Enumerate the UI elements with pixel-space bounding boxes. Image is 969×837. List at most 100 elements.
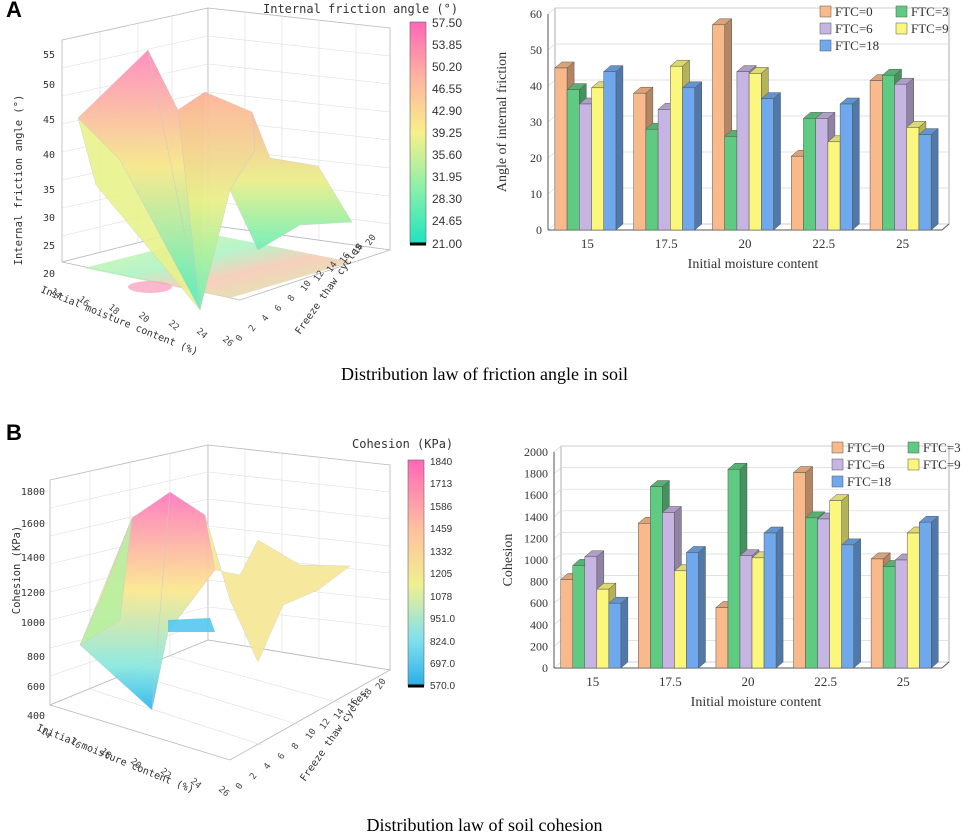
bar <box>763 532 777 669</box>
colorbar-b <box>407 459 425 687</box>
bar <box>715 607 729 669</box>
y-tick-label: 0 <box>542 661 548 675</box>
bar <box>918 521 932 669</box>
bar <box>727 469 741 669</box>
bar <box>829 500 842 669</box>
bar <box>751 557 765 669</box>
y-tick-label: 20 <box>530 151 542 165</box>
bar-chart-b: 0 200 400 600 800 1000 1200 1400 1600 1800 2000 15 1… <box>501 440 961 710</box>
legend-swatch <box>819 5 832 18</box>
x-tick-label: 20 <box>739 236 752 251</box>
z-tick-b: 1800 <box>21 487 45 498</box>
legend-label: FTC=0 <box>847 440 885 455</box>
colorbar-tick-b: 951.0 <box>430 614 455 625</box>
bar <box>566 89 580 231</box>
caption-b: Distribution law of soil cohesion <box>366 815 603 835</box>
colorbar-tick-a: 21.00 <box>432 237 462 251</box>
legend-label: FTC=9 <box>911 21 949 36</box>
y-tick-label: 600 <box>530 596 548 610</box>
colorbar-tick-a: 28.30 <box>432 192 462 206</box>
bar <box>579 103 592 231</box>
z-tick-b: 800 <box>27 652 45 663</box>
bar <box>805 517 818 669</box>
gridline-depth <box>553 596 562 604</box>
y-tick-a: 10 <box>299 279 313 294</box>
z-tick-b: 1400 <box>21 553 45 564</box>
legend-label: FTC=6 <box>847 457 885 472</box>
colorbar-tick-b: 1332 <box>430 547 453 558</box>
floor-hotspot-a <box>128 281 172 293</box>
y-tick-label: 40 <box>530 79 542 93</box>
surface-plot-b: 400 600 800 1000 1200 1400 1600 1800 Coh… <box>11 437 455 799</box>
gridline-depth <box>553 640 562 647</box>
bar <box>591 87 604 231</box>
colorbar-tick-b: 1586 <box>430 502 453 513</box>
bar-side <box>852 97 860 231</box>
bar <box>748 73 762 231</box>
bar <box>645 128 659 231</box>
bar <box>918 134 932 231</box>
colorbar-tick-a: 57.50 <box>432 16 462 30</box>
y-axis-title: Angle of internal friction <box>495 52 510 192</box>
gridline-depth <box>547 187 556 195</box>
x-axis-title: Initial moisture content <box>691 695 822 710</box>
bar-side <box>698 545 706 669</box>
bar <box>584 556 598 669</box>
z-tick-b: 1600 <box>21 519 45 530</box>
bar <box>657 109 671 231</box>
y-tick-label: 200 <box>530 639 548 653</box>
y-tick-b: 0 <box>234 782 245 792</box>
y-tick-label: 1400 <box>524 510 548 524</box>
z-tick-b: 1000 <box>21 618 45 629</box>
surface-patch-b5 <box>168 618 215 632</box>
bar <box>839 103 853 231</box>
bar-side <box>773 92 781 231</box>
x-axis-title: Initial moisture content <box>688 257 819 272</box>
colorbar-tick-b: 824.0 <box>430 637 455 648</box>
gridline-depth <box>547 151 556 159</box>
y-tick-a: 2 <box>247 324 258 334</box>
bar <box>596 588 610 669</box>
z-tick-b: 400 <box>27 711 45 722</box>
surface-patch-a4 <box>229 111 353 251</box>
colorbar-tick-a: 31.95 <box>432 170 462 184</box>
y-tick-a: 0 <box>234 334 245 344</box>
bar <box>803 118 816 231</box>
x-tick-label: 15 <box>581 236 594 251</box>
panel-label-b: B <box>6 420 22 445</box>
colorbar-title-a: Internal friction angle (°) <box>263 2 458 16</box>
y-tick-b: 12 <box>318 717 332 732</box>
x-tick-label: 25 <box>896 236 909 251</box>
z-tick-a: 20 <box>43 269 55 280</box>
x-tick-label: 15 <box>586 674 599 689</box>
y-tick-a: 8 <box>286 294 297 304</box>
colorbar-tick-b: 1205 <box>430 569 453 580</box>
colorbar-tick-a: 50.20 <box>432 60 462 74</box>
bar <box>608 602 622 669</box>
y-tick-label: 400 <box>530 618 548 632</box>
y-tick-label: 50 <box>530 43 542 57</box>
y-tick-a: 4 <box>260 314 271 324</box>
z-tick-a: 50 <box>43 80 55 91</box>
panel-label-a: A <box>6 0 22 22</box>
bar <box>638 523 651 669</box>
colorbar-tick-b: 1840 <box>430 457 453 468</box>
gridline-depth <box>553 661 562 669</box>
bar <box>791 155 804 231</box>
legend-label: FTC=9 <box>923 457 961 472</box>
surface-patch-b4 <box>79 517 133 646</box>
bar-side <box>775 526 784 669</box>
bar <box>906 127 920 231</box>
y-tick-b: 8 <box>290 742 301 752</box>
legend-swatch <box>907 458 920 471</box>
x-tick-a: 22 <box>166 319 181 334</box>
legend-swatch <box>831 441 844 454</box>
colorbar-tick-b: 1078 <box>430 592 453 603</box>
colorbar-ticks-a: 57.50 53.85 50.20 46.55 42.90 39.25 35.6… <box>432 16 462 251</box>
bar <box>793 472 806 669</box>
z-tick-a: 30 <box>43 213 55 224</box>
bar <box>736 71 750 231</box>
colorbar-title-b: Cohesion (KPa) <box>352 437 453 451</box>
legend-label: FTC=6 <box>835 21 873 36</box>
